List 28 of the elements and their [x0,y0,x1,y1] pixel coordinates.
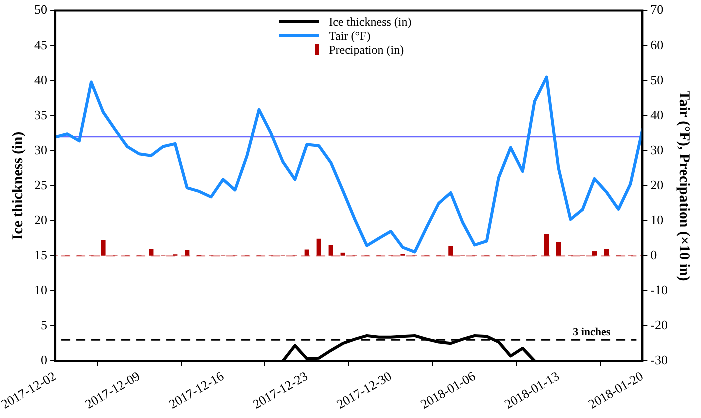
y2-tick-label: 50 [650,72,664,88]
y2-tick-label: -30 [650,352,668,368]
y-tick-label: 35 [34,107,48,122]
legend-label: Ice thickness (in) [329,14,412,29]
y2-tick-label: 60 [650,37,664,52]
y-tick-label: 20 [34,212,48,228]
y2-tick-label: -20 [650,318,668,333]
legend-label: Tair (°F) [329,28,371,43]
y2-axis-title: Tair (°F), Precipation (×10 in) [676,90,692,282]
ref-line-label: 3 inches [573,326,612,338]
y2-tick-label: -10 [650,282,668,298]
y-tick-label: 15 [34,247,48,262]
y2-tick-label: 30 [650,142,664,158]
y-tick-label: 50 [34,2,48,18]
y2-tick-label: 20 [650,177,664,192]
y2-tick-label: 40 [650,107,664,122]
y-tick-label: 5 [41,318,48,333]
y2-tick-label: 10 [650,212,664,228]
legend-label: Precipation (in) [329,42,404,57]
y-tick-label: 45 [34,37,48,52]
y-axis-title: Ice thickness (in) [10,132,26,240]
y-tick-label: 40 [34,72,48,88]
y2-tick-label: 70 [650,2,664,18]
y-tick-label: 0 [41,352,48,368]
y-tick-label: 25 [34,177,48,192]
y2-tick-label: 0 [650,247,658,262]
y-tick-label: 10 [34,282,48,298]
y-tick-label: 30 [34,142,48,158]
